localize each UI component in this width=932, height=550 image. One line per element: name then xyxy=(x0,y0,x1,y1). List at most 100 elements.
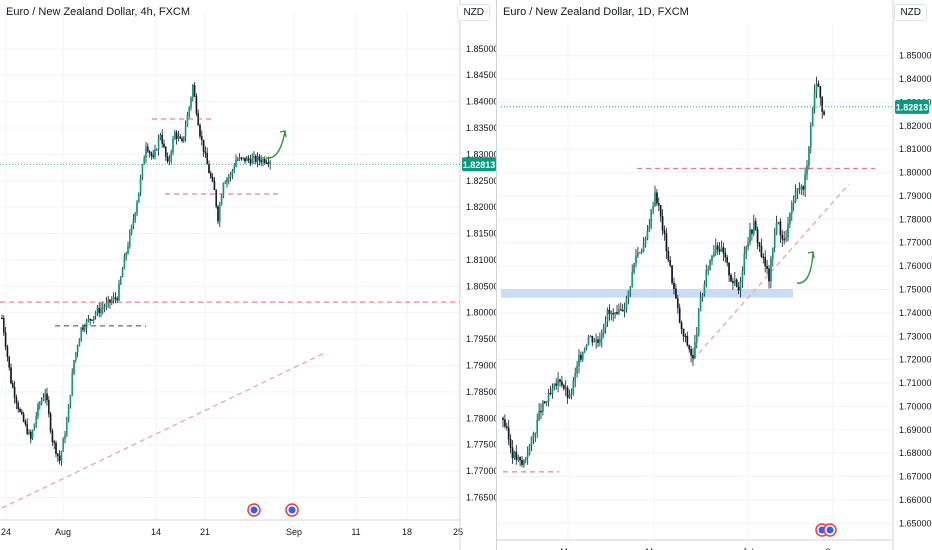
candle-body xyxy=(186,115,189,127)
candle-body xyxy=(770,258,772,282)
candle-body xyxy=(231,170,234,175)
y-tick-label: 1.81000 xyxy=(466,255,496,265)
candle-body xyxy=(713,252,715,257)
candle-body xyxy=(103,306,106,308)
candle-body xyxy=(247,157,250,160)
chart-1d-svg[interactable]: MarMayJulSep1.850001.840001.830001.82000… xyxy=(497,0,932,550)
currency-label[interactable]: NZD xyxy=(457,4,490,21)
candle-body xyxy=(703,283,706,296)
candle-body xyxy=(229,174,232,178)
candle-body xyxy=(206,153,209,165)
candle-body xyxy=(730,275,732,282)
candle-body xyxy=(597,339,599,343)
candle-body xyxy=(587,336,590,346)
candle-body xyxy=(244,157,246,162)
candle-body xyxy=(754,220,757,230)
y-tick-label: 1.80000 xyxy=(899,168,932,178)
candle-body xyxy=(600,332,603,340)
candle-body xyxy=(570,393,573,396)
y-tick-label: 1.77000 xyxy=(899,238,932,248)
y-tick-label: 1.79000 xyxy=(466,361,496,371)
candle-body xyxy=(732,281,734,284)
candle-body xyxy=(39,403,41,405)
candle-body xyxy=(265,162,268,164)
x-tick-label: Mar xyxy=(560,547,576,550)
x-tick-label: 18 xyxy=(402,527,412,537)
candle-body xyxy=(798,188,801,190)
candle-body xyxy=(551,388,554,394)
candle-body xyxy=(549,392,552,395)
candle-body xyxy=(8,356,11,368)
candle-body xyxy=(159,134,162,139)
candle-body xyxy=(789,213,791,224)
last-price-badge xyxy=(462,157,496,172)
y-tick-label: 1.75000 xyxy=(899,285,932,295)
candle-body xyxy=(148,151,151,154)
candle-body xyxy=(779,221,782,236)
candle-body xyxy=(260,160,262,163)
candle-body xyxy=(177,136,180,139)
candle-body xyxy=(67,405,70,423)
candle-body xyxy=(656,192,658,204)
candle-body xyxy=(13,387,16,398)
candle-body xyxy=(152,155,155,157)
candle-body xyxy=(82,327,84,330)
candle-body xyxy=(756,229,759,243)
candle-body xyxy=(709,260,711,270)
candle-body xyxy=(263,158,266,163)
x-tick-label: May xyxy=(645,547,663,550)
candle-body xyxy=(154,149,156,157)
candle-body xyxy=(640,251,643,253)
candle-body xyxy=(69,394,72,406)
candle-body xyxy=(749,229,751,243)
candle-body xyxy=(112,297,115,301)
chart-4h-svg[interactable]: 24 Aug 14 21 Sep 11 18 25 1.85000 1.84500 1.84000 1… xyxy=(0,0,496,550)
x-tick-label: 25 xyxy=(453,527,463,537)
candle-body xyxy=(775,222,778,235)
x-tick-label: Sep xyxy=(286,527,302,537)
candle-body xyxy=(800,186,803,189)
candle-body xyxy=(637,252,639,256)
candle-body xyxy=(523,459,525,465)
candle-body xyxy=(606,309,609,323)
candle-body xyxy=(718,249,721,252)
candle-body xyxy=(73,360,75,374)
candle-body xyxy=(256,156,259,162)
candle-body xyxy=(236,159,239,161)
candle-body xyxy=(553,383,556,389)
candle-body xyxy=(71,373,74,396)
candle-body xyxy=(242,157,245,159)
candle-body xyxy=(209,172,212,178)
candle-body xyxy=(33,423,36,431)
candle-body xyxy=(130,225,133,234)
y-tick-label: 1.73000 xyxy=(899,331,932,341)
candle-body xyxy=(245,157,248,162)
candle-body xyxy=(684,335,687,338)
candle-body xyxy=(53,441,55,444)
candle-body xyxy=(10,367,12,384)
chart-panel-1d[interactable]: MarMayJulSep1.850001.840001.830001.82000… xyxy=(496,0,932,550)
candle-body xyxy=(722,247,725,254)
candle-body xyxy=(589,335,592,338)
currency-label[interactable]: NZD xyxy=(894,4,927,21)
candle-body xyxy=(796,188,799,192)
candle-body xyxy=(661,216,664,231)
candle-body xyxy=(123,256,126,270)
candle-body xyxy=(669,259,672,266)
candle-body xyxy=(11,383,14,388)
candle-body xyxy=(49,413,52,432)
candle-body xyxy=(55,442,57,454)
candle-body xyxy=(783,238,786,241)
candle-body xyxy=(595,339,597,342)
candle-body xyxy=(566,387,569,398)
candle-body xyxy=(688,345,691,350)
y-tick-label: 1.70000 xyxy=(899,401,932,411)
candle-body xyxy=(806,165,808,175)
candle-body xyxy=(528,445,531,455)
candle-body xyxy=(762,256,765,258)
candle-body xyxy=(182,136,185,142)
candle-body xyxy=(787,223,789,238)
candle-body xyxy=(134,212,137,220)
chart-panel-4h[interactable]: 24 Aug 14 21 Sep 11 18 25 1.85000 1.84500 1.84000 1… xyxy=(0,0,496,550)
candle-body xyxy=(534,432,537,435)
